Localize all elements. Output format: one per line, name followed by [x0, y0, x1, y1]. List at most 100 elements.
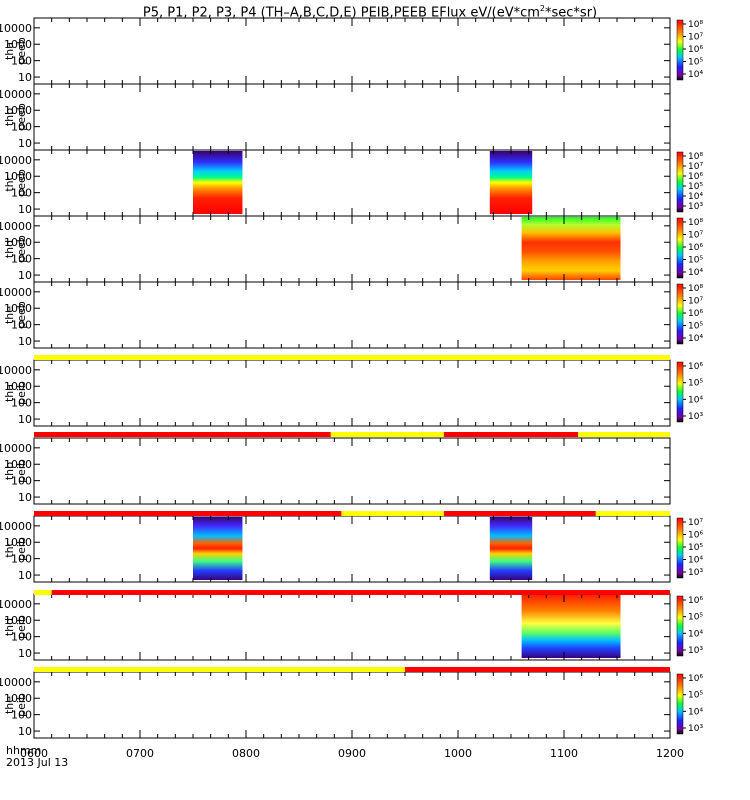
panel-tha-peeb-probe-label: tha — [3, 42, 16, 60]
panel-thd-peib-data-block-1 — [521, 595, 621, 658]
panel-tha-peib-colorbar-tick-label-1: 10³ — [688, 412, 703, 422]
panel-thc-peeb-colorbar — [676, 151, 684, 213]
panel-the-peib-colorbar — [676, 673, 684, 735]
panel-the-peib-y-tick-label-1: 10 — [18, 725, 32, 738]
panel-the-peeb-colorbar-tick-label-5: 10⁸ — [688, 284, 703, 294]
panel-the-peeb-colorbar-tick-label-4: 10⁷ — [688, 297, 703, 307]
panel-tha-peeb-y-tick-label-4: 10000 — [0, 22, 32, 35]
panel-the-peib-y-tick-label-2: 100 — [11, 709, 32, 722]
panel-thc-peeb-data-block-2 — [489, 151, 533, 214]
panel-thc-peeb-colorbar-tick-label-3: 10⁵ — [688, 182, 703, 192]
panel-the-peeb-probe-label: the — [3, 306, 16, 324]
mode-bar-2-segment-2 — [330, 432, 444, 437]
panel-thc-peib-product-label: peib — [15, 537, 28, 561]
mode-bar-3-segment-4 — [595, 511, 670, 516]
panel-tha-peib-y-tick-label-1: 10 — [18, 413, 32, 426]
panel-thc-peib-y-tick-label-3: 1000 — [4, 536, 32, 549]
panel-thc-peib-frame — [33, 515, 671, 583]
panel-thc-peeb-data-block-1 — [193, 151, 243, 214]
mode-bar-5-segment-2 — [405, 667, 670, 672]
panel-thd-peib-colorbar — [676, 595, 684, 657]
title-part-2: *sec*sr) — [545, 5, 598, 21]
panel-thd-peeb-data-block-1 — [521, 217, 621, 280]
panel-thd-peib-y-tick-label-2: 100 — [11, 631, 32, 644]
panel-thd-peeb-colorbar-tick-label-5: 10⁸ — [688, 218, 703, 228]
panel-thb-peeb-frame — [33, 83, 671, 151]
x-tick-label-4: 0900 — [338, 747, 366, 760]
mode-bar-3-segment-2 — [341, 511, 444, 516]
panel-thd-peib-colorbar-tick-label-1: 10³ — [688, 646, 703, 656]
panel-thb-peeb-probe-label: thb — [3, 108, 16, 126]
panel-thc-peib-colorbar-tick-label-5: 10⁷ — [688, 518, 703, 528]
panel-the-peeb-y-tick-label-3: 1000 — [4, 302, 32, 315]
panel-thd-peib-y-tick-label-1: 10 — [18, 647, 32, 660]
panel-the-peeb-y-tick-label-2: 100 — [11, 319, 32, 332]
panel-tha-peib-colorbar — [676, 361, 684, 423]
time-format-label: hhmm — [6, 744, 42, 757]
panel-tha-peeb-colorbar-tick-label-1: 10⁴ — [688, 70, 703, 80]
panel-thd-peeb-product-label: peeb — [15, 235, 28, 263]
panel-tha-peib-y-tick-label-2: 100 — [11, 397, 32, 410]
panel-the-peeb-colorbar-tick-label-3: 10⁶ — [688, 309, 703, 319]
panel-the-peeb-colorbar — [676, 283, 684, 345]
panel-tha-peib-y-tick-label-3: 1000 — [4, 380, 32, 393]
panel-tha-peeb-product-label: peeb — [15, 37, 28, 65]
panel-tha-peib-colorbar-tick-label-2: 10⁴ — [688, 395, 703, 405]
panel-thc-peeb-y-tick-label-4: 10000 — [0, 154, 32, 167]
panel-thd-peeb-colorbar — [676, 217, 684, 279]
panel-thc-peeb-colorbar-tick-label-4: 10⁶ — [688, 172, 703, 182]
x-tick-label-1: 0600 — [20, 747, 48, 760]
panel-thd-peeb-probe-label: thd — [3, 240, 16, 258]
panel-tha-peeb-y-tick-label-1: 10 — [18, 71, 32, 84]
panel-tha-peeb-frame — [33, 17, 671, 85]
panel-thc-peib-y-tick-label-4: 10000 — [0, 520, 32, 533]
panel-tha-peeb-y-tick-label-3: 1000 — [4, 38, 32, 51]
panel-the-peeb-colorbar-tick-label-1: 10⁴ — [688, 334, 703, 344]
date-label: 2013 Jul 13 — [6, 756, 69, 769]
panel-the-peib-colorbar-tick-label-2: 10⁴ — [688, 707, 703, 717]
panel-the-peib-probe-label: the — [3, 696, 16, 714]
panel-tha-peeb-y-tick-label-2: 100 — [11, 55, 32, 68]
panel-thd-peeb-colorbar-tick-label-4: 10⁷ — [688, 231, 703, 241]
mode-bar-3-segment-1 — [34, 511, 342, 516]
mode-bar-4-segment-1 — [34, 590, 52, 595]
panel-thd-peib-colorbar-tick-label-2: 10⁴ — [688, 629, 703, 639]
panel-the-peeb-frame — [33, 281, 671, 349]
panel-thc-peib-colorbar-tick-label-2: 10⁴ — [688, 556, 703, 566]
mode-bar-2-segment-1 — [34, 432, 331, 437]
panel-tha-peeb-colorbar-tick-label-3: 10⁶ — [688, 45, 703, 55]
panel-thd-peib-probe-label: thd — [3, 618, 16, 636]
panel-the-peeb-product-label: peeb — [15, 301, 28, 329]
panel-thb-peeb-y-tick-label-2: 100 — [11, 121, 32, 134]
panel-thb-peib-product-label: peib — [15, 459, 28, 483]
panel-thd-peib-y-tick-label-4: 10000 — [0, 598, 32, 611]
panel-thb-peeb-y-tick-label-4: 10000 — [0, 88, 32, 101]
panel-thc-peeb-colorbar-tick-label-1: 10³ — [688, 202, 703, 212]
panel-thd-peib-colorbar-tick-label-3: 10⁵ — [688, 613, 703, 623]
panel-thc-peeb-probe-label: thc — [3, 174, 16, 191]
panel-thc-peib-colorbar-tick-label-1: 10³ — [688, 568, 703, 578]
panel-thd-peib-product-label: peib — [15, 615, 28, 639]
panel-thd-peeb-y-tick-label-4: 10000 — [0, 220, 32, 233]
panel-the-peib-y-tick-label-3: 1000 — [4, 692, 32, 705]
panel-thb-peeb-product-label: peeb — [15, 103, 28, 131]
panel-the-peeb-y-tick-label-4: 10000 — [0, 286, 32, 299]
panel-thb-peib-y-tick-label-2: 100 — [11, 475, 32, 488]
panel-thd-peib-colorbar-tick-label-4: 10⁶ — [688, 596, 703, 606]
panel-thc-peeb-colorbar-tick-label-6: 10⁸ — [688, 152, 703, 162]
panel-thc-peib-colorbar-tick-label-3: 10⁵ — [688, 543, 703, 553]
panel-thc-peib-y-tick-label-1: 10 — [18, 569, 32, 582]
panel-thb-peeb-y-tick-label-3: 1000 — [4, 104, 32, 117]
panel-thc-peib-data-block-1 — [193, 517, 243, 580]
panel-tha-peeb-colorbar-tick-label-2: 10⁵ — [688, 58, 703, 68]
title-part-1: P5, P1, P2, P3, P4 (TH–A,B,C,D,E) PEIB,P… — [142, 5, 540, 21]
panel-the-peib-colorbar-tick-label-3: 10⁵ — [688, 691, 703, 701]
panel-thc-peeb-y-tick-label-1: 10 — [18, 203, 32, 216]
panel-thc-peib-colorbar-tick-label-4: 10⁶ — [688, 531, 703, 541]
mode-bar-2-segment-4 — [578, 432, 670, 437]
panel-thc-peib-y-tick-label-2: 100 — [11, 553, 32, 566]
chart-title: P5, P1, P2, P3, P4 (TH–A,B,C,D,E) PEIB,P… — [70, 0, 670, 21]
x-tick-label-5: 1000 — [444, 747, 472, 760]
panel-the-peib-product-label: peib — [15, 693, 28, 717]
